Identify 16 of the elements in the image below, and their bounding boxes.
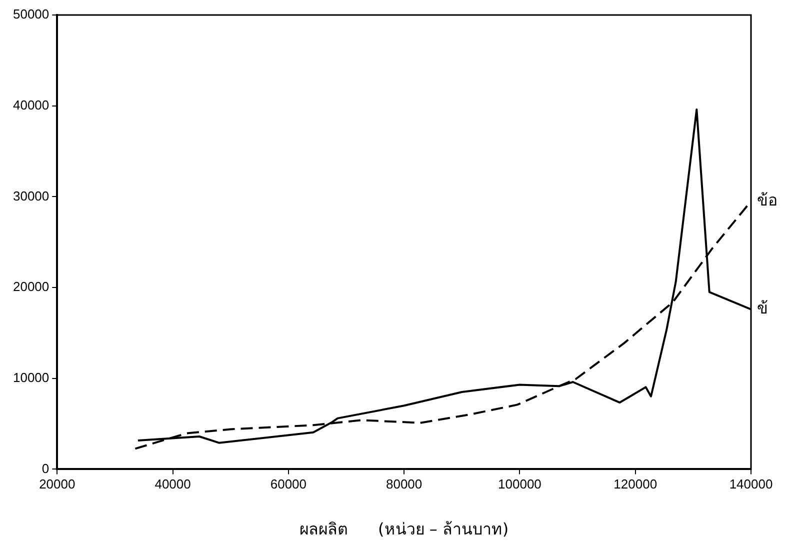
y-tick-label: 30000 xyxy=(12,188,50,204)
y-tick-label: 20000 xyxy=(12,279,50,294)
y-tick-label: 0 xyxy=(42,460,50,476)
x-tick-label: 80000 xyxy=(386,476,422,492)
series-label: ข้อ xyxy=(757,190,778,210)
x-tick-label: 120000 xyxy=(614,476,658,492)
x-tick-label: 60000 xyxy=(270,476,307,492)
x-axis-title: ผลผลิต (หน่วย – ล้านบาท) xyxy=(299,520,509,539)
x-tick-label: 20000 xyxy=(39,476,76,492)
y-tick-label: 50000 xyxy=(12,6,50,22)
x-tick-label: 40000 xyxy=(154,476,191,492)
y-tick-label: 40000 xyxy=(12,97,50,112)
series-label: ข้ xyxy=(757,298,768,318)
x-tick-label: 140000 xyxy=(729,476,773,492)
x-tick-label: 100000 xyxy=(498,476,542,492)
y-tick-label: 10000 xyxy=(12,370,50,385)
